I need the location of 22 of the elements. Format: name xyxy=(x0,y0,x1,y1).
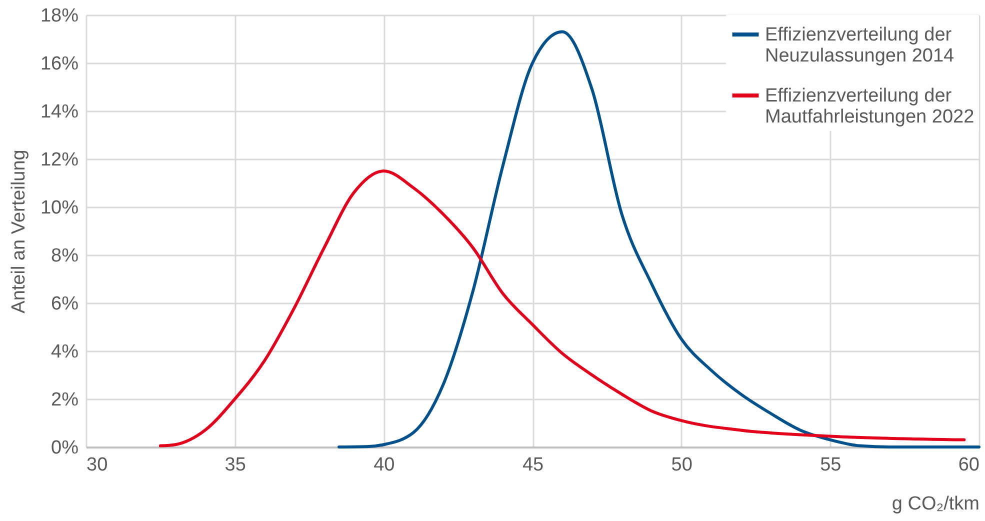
x-tick-label: 45 xyxy=(522,454,544,476)
x-tick-label: 35 xyxy=(224,454,246,476)
y-tick-label: 14% xyxy=(40,102,79,122)
x-tick-label: 55 xyxy=(820,454,842,476)
x-axis-title: g CO₂/tkm xyxy=(892,494,980,514)
x-tick-label: 50 xyxy=(671,454,692,476)
y-tick-label: 18% xyxy=(40,6,79,26)
y-tick-label: 8% xyxy=(51,246,79,266)
y-tick-label: 6% xyxy=(51,294,79,314)
y-tick-label: 0% xyxy=(51,438,79,458)
x-tick-label: 40 xyxy=(374,454,395,476)
y-tick-label: 10% xyxy=(40,198,79,218)
y-tick-label: 16% xyxy=(40,54,79,74)
x-tick-label: 60 xyxy=(958,454,980,476)
x-tick-label: 30 xyxy=(86,454,108,476)
y-axis-title: Anteil an Verteilung xyxy=(8,150,30,314)
legend-label: Effizienzverteilung der Mautfahrleistungen 2022 xyxy=(765,86,974,128)
y-tick-label: 12% xyxy=(40,150,79,170)
y-tick-label: 4% xyxy=(51,342,79,362)
y-tick-label: 2% xyxy=(51,390,79,410)
legend-label: Effizienzverteilung der Neuzulassungen 2014 xyxy=(765,24,955,66)
line-series xyxy=(158,170,966,448)
